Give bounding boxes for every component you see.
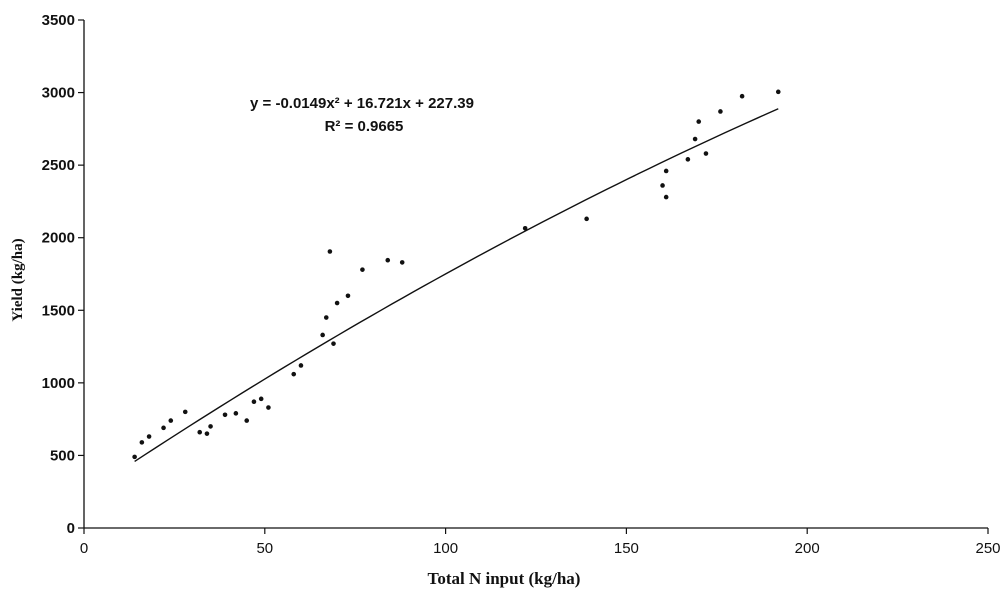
data-point [132, 454, 137, 460]
y-tick-label: 2500 [42, 157, 75, 174]
data-point [703, 151, 709, 156]
y-tick-label: 3000 [42, 85, 75, 102]
data-point [323, 315, 329, 320]
y-tick-label: 1500 [42, 302, 75, 319]
data-point [146, 434, 152, 439]
data-point [718, 109, 723, 114]
data-point [208, 424, 213, 429]
data-point [331, 341, 336, 346]
data-point [258, 396, 264, 402]
data-point [584, 216, 589, 222]
x-tick-label: 150 [614, 540, 639, 557]
x-axis-ticks: 0 50 100 150 200 250 [80, 528, 1001, 557]
data-point [660, 183, 665, 188]
data-point [298, 363, 304, 368]
data-point [345, 293, 351, 299]
data-point [399, 260, 405, 265]
data-point [320, 332, 325, 338]
data-point [692, 136, 698, 142]
data-point [139, 440, 145, 445]
x-tick-label: 100 [433, 540, 458, 557]
data-point [360, 267, 365, 272]
x-axis-title: Total N input (kg/ha) [428, 569, 581, 588]
y-tick-label: 2000 [42, 230, 75, 247]
r-squared-label: R² = 0.9665 [325, 118, 404, 135]
data-point [775, 89, 781, 95]
trendline [134, 108, 779, 463]
data-point [204, 431, 210, 436]
data-point [291, 371, 297, 377]
data-point [251, 399, 257, 405]
data-point [696, 119, 702, 124]
data-point [266, 405, 271, 410]
data-point [385, 257, 391, 263]
data-point [168, 418, 174, 423]
data-point [182, 409, 188, 415]
y-tick-label: 1000 [42, 375, 75, 392]
data-point [663, 168, 669, 174]
x-tick-label: 0 [80, 540, 88, 557]
data-point [663, 194, 669, 200]
y-tick-label: 3500 [42, 12, 75, 29]
x-tick-label: 250 [975, 540, 1000, 557]
data-point [522, 225, 528, 231]
y-tick-label: 500 [50, 447, 75, 464]
trendline-equation: y = -0.0149x² + 16.721x + 227.39 [250, 95, 474, 112]
y-tick-label: 0 [67, 520, 75, 537]
data-point [334, 300, 340, 306]
data-point [327, 249, 333, 254]
data-point [197, 429, 203, 435]
data-point [739, 93, 745, 99]
data-point [222, 412, 228, 418]
data-point [244, 418, 250, 423]
data-point [161, 425, 166, 431]
data-point [685, 157, 691, 162]
data-points [132, 89, 781, 460]
x-tick-label: 50 [256, 540, 273, 557]
y-axis-ticks: 0 500 1000 1500 2000 2500 3000 3500 [42, 12, 84, 537]
y-axis-title: Yield (kg/ha) [10, 238, 26, 321]
x-tick-label: 200 [795, 540, 820, 557]
data-point [233, 411, 239, 416]
